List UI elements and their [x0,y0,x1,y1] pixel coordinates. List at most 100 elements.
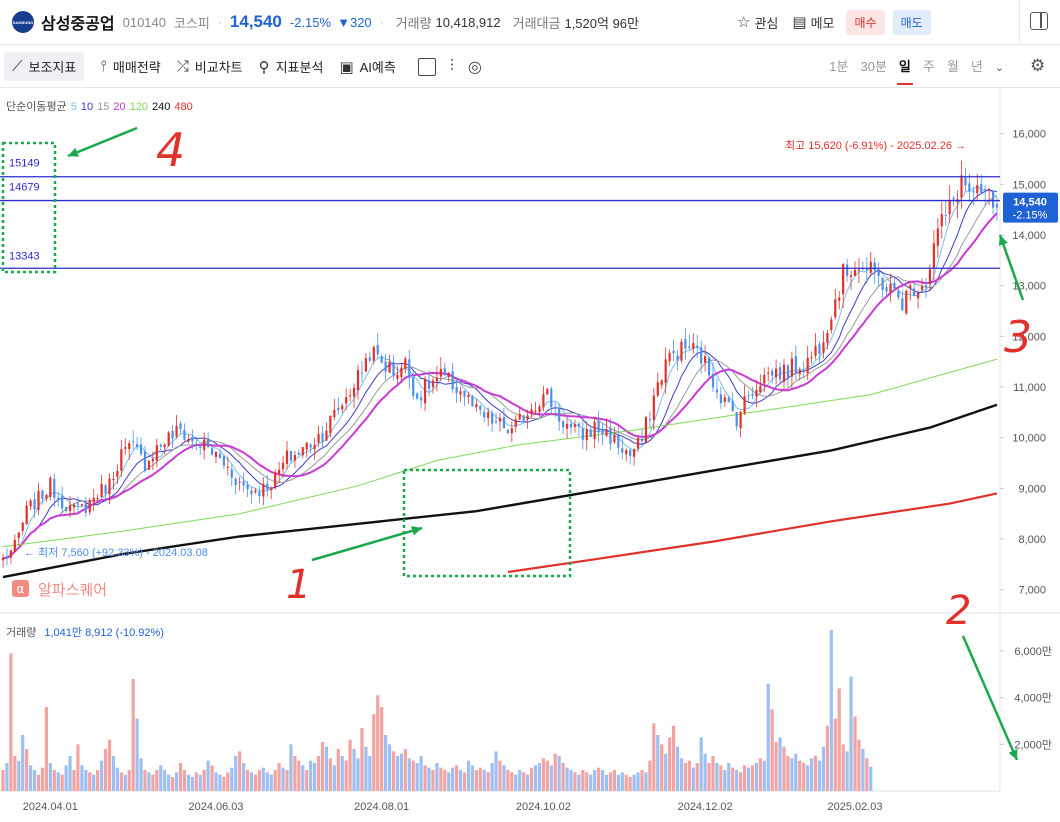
strategy-button[interactable]: ⫯ 매매전략 [100,57,160,76]
candle-body [416,393,419,399]
header-divider [1019,0,1020,45]
arrow-head [68,147,79,157]
candle [313,437,316,460]
candle-body [814,346,817,356]
period-month[interactable]: 월 [946,59,959,74]
candle-body [301,447,304,456]
candle [68,496,72,518]
logo-text: SAMSUNG [12,19,34,25]
candle-body [542,394,545,408]
candle-body [183,430,186,440]
side-panel-icon[interactable] [1030,12,1048,30]
volume-bar [171,777,175,791]
volume-bar [770,709,774,791]
candle-body [199,446,202,448]
candle-body [254,490,257,493]
candle [704,345,707,372]
candle-body [656,382,659,396]
watch-button[interactable]: ☆ 관심 [737,13,778,32]
candle [597,410,600,443]
memo-button[interactable]: ▤ 메모 [792,13,834,32]
chart-grid [0,88,1060,792]
volume-bar [344,760,348,791]
volume-label: 거래량 [395,15,432,31]
candle-body [423,379,427,404]
period-day[interactable]: 일 [896,46,913,88]
candle-body [262,484,265,497]
candle [952,196,955,207]
volume-bar [182,770,187,791]
candle-body [514,419,517,427]
compare-button[interactable]: ⤮ 비교차트 [177,57,243,76]
volume-bar [703,753,707,791]
ai-predict-button[interactable]: ▣ AI예측 [339,57,395,76]
candle-body [822,342,825,353]
candle [479,404,482,416]
candle-body [258,491,261,496]
sell-button[interactable]: 매도 [892,9,931,35]
candle [49,476,52,501]
candle-body [155,445,158,461]
green-arrow-to-levels [67,126,138,158]
indicator-button[interactable]: ⟋ 보조지표 [4,52,85,81]
candle [948,185,951,223]
volume-bar [25,749,29,791]
volume-bar [498,760,502,791]
period-year[interactable]: 년 [970,59,983,74]
arrow-shaft [311,526,423,562]
candle [84,496,87,518]
volume-bar [238,751,242,791]
period-week[interactable]: 주 [922,59,935,74]
volume-bar [514,774,518,791]
green-dotted-box-ma [402,468,572,578]
candle-body [826,332,829,343]
candle-body [609,427,612,444]
candle [656,372,659,398]
candle-body [218,453,222,459]
candle [491,409,494,432]
buy-button[interactable]: 매수 [846,9,885,35]
candle [289,451,293,464]
candle [349,388,352,401]
volume-bar [384,735,388,791]
candle [755,380,758,408]
candle-body [771,370,774,376]
stock-name[interactable]: 삼성중공업 [41,16,115,33]
candle [246,481,249,498]
candle-body [562,421,565,428]
candle [940,201,943,239]
candle-body [944,214,947,216]
candle-type-icon[interactable]: ⫶ [449,57,454,75]
candle-body [313,444,316,450]
camera-icon[interactable]: ◎ [467,58,482,76]
volume-bar [29,765,33,791]
chevron-down-icon[interactable]: ⌄ [994,61,1004,74]
candle-body [17,532,20,539]
candle [542,386,545,412]
ma-legend-period: 15 [97,101,109,113]
candle [242,472,245,493]
volume-bar [13,756,17,791]
period-1min[interactable]: 1분 [829,59,849,74]
candle-body [68,505,72,512]
candle [364,352,367,373]
candle [325,422,328,441]
candle [274,469,277,490]
draw-box-icon[interactable] [417,57,436,76]
volume-bar [853,716,857,791]
ma20-line [2,212,998,559]
candle [739,411,742,438]
amount-value: 1,520억 96만 [564,15,639,31]
period-30min[interactable]: 30분 [860,59,887,74]
analysis-button[interactable]: ⚲ 지표분석 [259,57,324,76]
compare-label: 비교차트 [194,60,243,75]
candle [214,451,218,464]
candle-body [325,430,328,441]
candle [218,448,222,459]
volume-bar [719,765,723,791]
gear-icon[interactable]: ⚙ [1030,56,1046,75]
volume-bar [352,749,356,791]
candle-body [558,408,561,422]
candle-body [873,262,876,271]
